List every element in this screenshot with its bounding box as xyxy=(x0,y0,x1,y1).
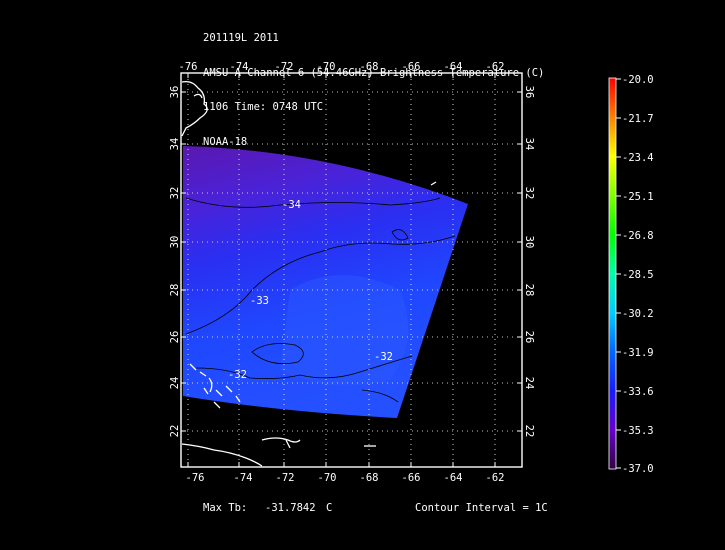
colorbar-label: -21.7 xyxy=(622,113,654,125)
colorbar xyxy=(608,77,617,470)
contour-line xyxy=(251,343,304,365)
colorbar-label: -31.9 xyxy=(622,347,654,359)
lon-tick-label: -76 xyxy=(186,472,205,484)
max-tb-unit: C xyxy=(326,502,333,514)
contour-line xyxy=(185,235,456,335)
colorbar-label: -33.6 xyxy=(622,386,654,398)
lon-tick-label: -72 xyxy=(276,472,295,484)
lat-tick-label: 22 xyxy=(523,425,535,438)
swath-cool-patch xyxy=(280,275,408,386)
lon-tick-label: -74 xyxy=(234,472,253,484)
colorbar-ticks xyxy=(616,78,621,469)
cuba-coast xyxy=(181,443,263,467)
lat-tick-label: 34 xyxy=(523,138,535,151)
lat-tick-label: 36 xyxy=(523,86,535,99)
colorbar-label: -30.2 xyxy=(622,308,654,320)
lon-tick-label: -74 xyxy=(230,61,249,73)
lat-labels-right: 22 24 26 28 30 32 34 36 xyxy=(523,86,535,438)
bahamas xyxy=(189,363,241,409)
lat-tick-label: 34 xyxy=(169,138,181,151)
lat-tick-label: 32 xyxy=(169,187,181,200)
contour-line xyxy=(391,229,409,241)
colorbar-labels: -20.0 -21.7 -23.4 -25.1 -26.8 -28.5 -30.… xyxy=(622,74,654,475)
contour-label: -34 xyxy=(282,199,301,211)
lat-tick-label: 26 xyxy=(169,331,181,344)
lon-tick-label: -68 xyxy=(360,61,379,73)
contour-lines xyxy=(185,197,456,403)
lon-tick-label: -76 xyxy=(179,61,198,73)
colorbar-label: -28.5 xyxy=(622,269,654,281)
bermuda xyxy=(430,181,437,186)
lat-tick-label: 28 xyxy=(169,284,181,297)
contour-interval: Contour Interval = 1C xyxy=(415,502,548,514)
lon-tick-label: -66 xyxy=(402,61,421,73)
contour-line xyxy=(361,389,399,403)
title-line-4: NOAA-18 xyxy=(203,135,248,148)
colorbar-label: -20.0 xyxy=(622,74,654,86)
lon-tick-label: -72 xyxy=(275,61,294,73)
lat-tick-label: 28 xyxy=(523,284,535,297)
coastline-cape xyxy=(193,93,203,99)
colorbar-label: -23.4 xyxy=(622,152,654,164)
lon-tick-label: -68 xyxy=(360,472,379,484)
axis-ticks xyxy=(181,73,522,467)
lat-labels-left: 22 24 26 28 30 32 34 36 xyxy=(169,86,181,438)
title-line-1: 201119L 2011 xyxy=(203,32,279,44)
lon-labels-top: -76 -74 -72 -70 -68 -66 -64 -62 xyxy=(179,61,505,73)
lon-tick-label: -64 xyxy=(444,472,463,484)
lon-tick-label: -70 xyxy=(318,472,337,484)
coastline-us xyxy=(181,80,208,137)
lon-tick-label: -62 xyxy=(486,472,505,484)
lon-tick-label: -70 xyxy=(317,61,336,73)
contour-label: -32 xyxy=(374,351,393,363)
hispaniola-coast xyxy=(261,437,301,449)
lat-tick-label: 30 xyxy=(523,236,535,249)
lat-tick-label: 32 xyxy=(523,187,535,200)
contour-labels: -34 -33 -32 -32 xyxy=(228,199,393,381)
map-frame xyxy=(180,72,523,468)
lon-labels-bottom: -76 -74 -72 -70 -68 -66 -64 -62 xyxy=(186,472,505,484)
colorbar-label: -37.0 xyxy=(622,463,654,475)
colorbar-label: -25.1 xyxy=(622,191,654,203)
lat-tick-label: 26 xyxy=(523,331,535,344)
contour-line xyxy=(195,355,413,379)
lat-lon-grid xyxy=(182,74,522,466)
contour-label: -33 xyxy=(250,295,269,307)
title-line-3: 1106 Time: 0748 UTC xyxy=(203,101,324,113)
lat-tick-label: 24 xyxy=(169,377,181,390)
colorbar-label: -26.8 xyxy=(622,230,654,242)
lon-tick-label: -64 xyxy=(444,61,463,73)
max-tb-label: Max Tb: xyxy=(203,502,248,514)
lat-tick-label: 36 xyxy=(169,86,181,99)
lon-tick-label: -62 xyxy=(486,61,505,73)
lat-tick-label: 30 xyxy=(169,236,181,249)
lon-tick-label: -66 xyxy=(402,472,421,484)
colorbar-label: -35.3 xyxy=(622,425,654,437)
max-tb-value: -31.7842 xyxy=(265,502,316,514)
contour-line xyxy=(185,197,441,208)
coastline xyxy=(181,80,437,467)
lat-tick-label: 24 xyxy=(523,377,535,390)
contour-label: -32 xyxy=(228,369,247,381)
lat-tick-label: 22 xyxy=(169,425,181,438)
